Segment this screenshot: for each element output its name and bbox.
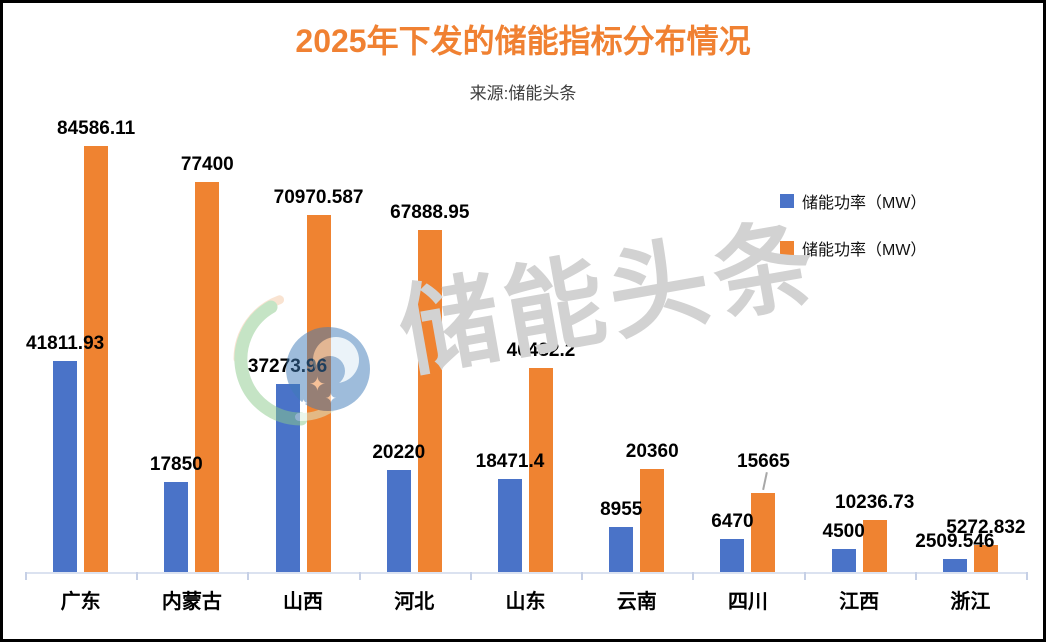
bar-series1-2 (306, 215, 331, 572)
x-axis-tick (247, 572, 250, 580)
legend-item-orange: 储能功率（MW） (780, 236, 926, 260)
bar-series0-8 (942, 559, 967, 572)
bar-series0-5 (609, 527, 634, 572)
value-label-series0-7: 4500 (822, 521, 865, 542)
bar-series1-1 (195, 182, 220, 572)
value-label-series1-5: 20360 (625, 441, 679, 462)
bar-series0-3 (386, 470, 411, 572)
bar-series0-6 (720, 539, 745, 572)
value-label-series0-8: 2509.546 (915, 531, 995, 552)
value-label-series0-3: 20220 (372, 442, 426, 463)
value-label-series1-6: 15665 (737, 451, 790, 472)
value-label-series1-0: 84586.11 (57, 118, 136, 139)
label-leader-line (762, 472, 768, 490)
value-label-series0-5: 8955 (600, 499, 643, 520)
x-axis-tick (136, 572, 139, 580)
x-axis-tick (25, 572, 27, 580)
value-label-series0-0: 41811.93 (26, 333, 105, 354)
category-label-6: 四川 (727, 591, 768, 613)
bar-series1-7 (862, 520, 887, 572)
category-label-4: 山东 (505, 591, 546, 613)
bar-series1-5 (640, 469, 665, 572)
category-label-8: 浙江 (950, 591, 991, 613)
x-axis-tick (692, 572, 695, 580)
category-label-2: 山西 (283, 591, 324, 613)
value-label-series0-6: 6470 (711, 511, 754, 532)
value-label-series1-4: 40482.2 (506, 340, 576, 361)
x-axis-tick (803, 572, 806, 580)
category-label-5: 云南 (616, 591, 657, 613)
bar-series1-8 (973, 545, 998, 572)
value-label-series0-1: 17850 (149, 454, 203, 475)
category-label-7: 江西 (839, 591, 880, 613)
category-label-0: 广东 (60, 591, 101, 613)
category-label-1: 内蒙古 (161, 591, 222, 613)
page-title: 2025年下发的储能指标分布情况 (295, 23, 751, 59)
bar-series0-4 (498, 479, 522, 572)
bar-series1-4 (529, 368, 553, 572)
value-label-series1-1: 77400 (180, 154, 234, 175)
value-label-series0-4: 18471.4 (475, 451, 545, 472)
x-axis-tick (469, 572, 472, 580)
x-axis-tick (581, 572, 584, 580)
x-axis-tick (358, 572, 361, 580)
value-label-series0-2: 37273.96 (247, 356, 328, 377)
bar-series0-1 (164, 482, 189, 572)
x-axis-tick (1026, 572, 1028, 580)
bar-series1-3 (417, 230, 442, 572)
x-axis-tick (914, 572, 917, 580)
bar-series0-7 (831, 549, 856, 572)
bar-series0-2 (275, 384, 300, 572)
bar-series1-0 (84, 146, 109, 572)
bar-series1-6 (751, 493, 776, 572)
category-label-3: 河北 (394, 591, 435, 613)
value-label-series1-2: 70970.587 (273, 187, 364, 208)
legend-label-orange: 储能功率（MW） (802, 242, 927, 259)
legend-swatch-orange-icon (780, 241, 794, 255)
bar-series0-0 (53, 361, 78, 572)
value-label-series1-7: 10236.73 (835, 492, 915, 513)
value-label-series1-8: 5272.832 (946, 517, 1026, 538)
legend-item-blue: 储能功率（MW） (780, 189, 926, 213)
x-axis-line (25, 572, 1026, 574)
value-label-series1-3: 67888.95 (390, 202, 470, 223)
legend-swatch-blue-icon (780, 194, 794, 208)
chart-subtitle: 来源:储能头条 (469, 84, 577, 103)
legend-label-blue: 储能功率（MW） (802, 195, 927, 212)
